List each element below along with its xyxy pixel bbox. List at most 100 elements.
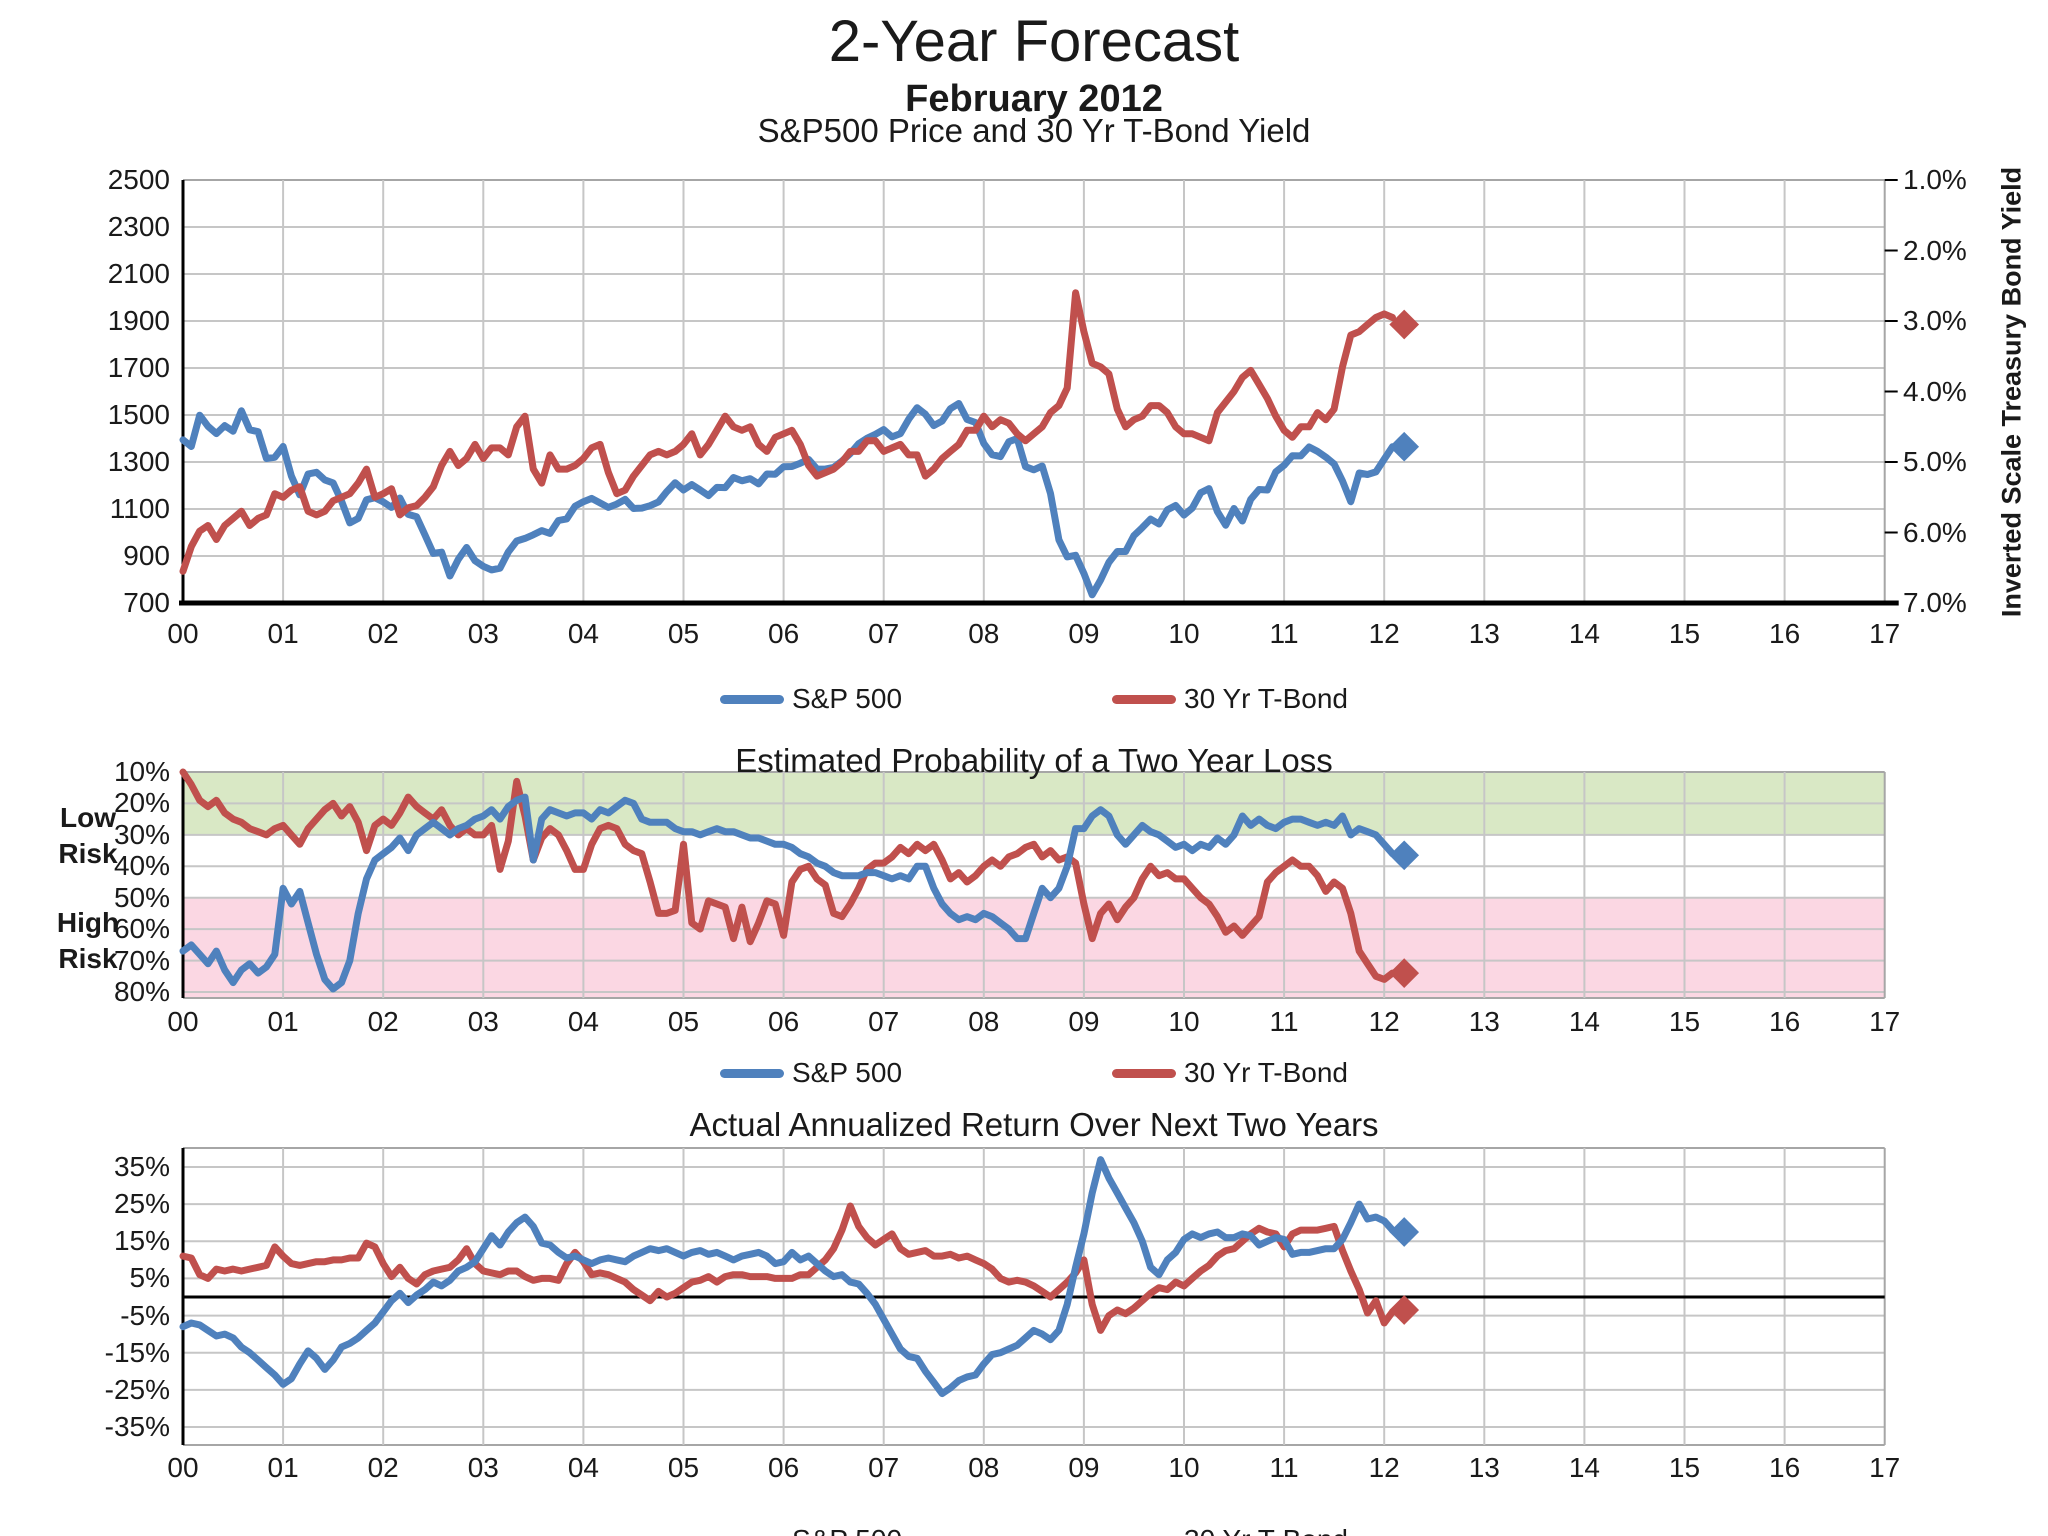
x-tick-chart-3: 11: [1269, 1452, 1299, 1483]
middle-left-tick: 60%: [113, 913, 170, 945]
legend-label: 30 Yr T-Bond: [1184, 1524, 1348, 1536]
tbond-probability-line: [179, 768, 1396, 983]
top-left-tick: 1700: [107, 352, 170, 383]
x-tick-chart-3: 01: [267, 1452, 299, 1483]
tbond-return-line: [179, 1202, 1396, 1334]
sp500-return-line: [179, 1156, 1396, 1398]
bottom-chart-title: Actual Annualized Return Over Next Two Y…: [689, 1106, 1379, 1143]
x-tick-chart-3: 14: [1568, 1452, 1600, 1483]
x-tick-chart-3: 10: [1168, 1452, 1200, 1483]
top-left-tick: 1900: [107, 305, 170, 336]
x-tick-chart-3: 16: [1769, 1452, 1801, 1483]
x-tick-chart-1: 01: [267, 618, 299, 649]
tbond-forecast-diamond: [1389, 309, 1420, 340]
tbond-probability-diamond: [1389, 958, 1420, 988]
x-tick-chart-1: 15: [1668, 618, 1701, 649]
x-tick-chart-1: 08: [968, 618, 1000, 649]
x-tick-chart-1: 03: [467, 618, 499, 649]
x-tick-chart-1: 16: [1769, 618, 1801, 649]
x-tick-chart-1: 00: [167, 618, 199, 649]
top-left-tick: 2300: [107, 211, 170, 242]
sp500-price-line: [179, 400, 1396, 599]
x-tick-chart-1: 13: [1468, 618, 1500, 649]
middle-left-tick: 40%: [113, 850, 170, 882]
x-tick-chart-2: 04: [567, 1006, 599, 1037]
tbond-return-diamond: [1389, 1295, 1420, 1325]
top-left-tick: 900: [123, 540, 170, 571]
x-tick-chart-2: 00: [167, 1006, 199, 1037]
bottom-left-tick: 5%: [129, 1262, 170, 1294]
top-right-tick: 4.0%: [1903, 375, 1967, 407]
top-right-tick: 6.0%: [1903, 516, 1967, 548]
bottom-left-tick: 35%: [113, 1151, 170, 1182]
top-right-tick: 2.0%: [1903, 234, 1967, 266]
middle-chart-legend: S&P 500 30 Yr T-Bond: [183, 1057, 1885, 1089]
middle-left-tick: 70%: [113, 944, 170, 976]
middle-left-tick: 50%: [113, 881, 170, 913]
x-tick-chart-3: 17: [1869, 1452, 1901, 1483]
middle-left-tick: 10%: [113, 756, 170, 787]
top-right-tick: 3.0%: [1903, 305, 1967, 336]
x-tick-chart-3: 05: [667, 1452, 700, 1483]
x-tick-chart-1: 09: [1068, 618, 1100, 649]
x-tick-chart-1: 05: [667, 618, 700, 649]
top-left-tick: 2500: [107, 164, 170, 195]
middle-left-tick: 30%: [113, 818, 170, 850]
top-right-tick: 7.0%: [1903, 587, 1967, 618]
sp500-forecast-diamond: [1389, 431, 1420, 462]
legend-item: 30 Yr T-Bond: [1112, 683, 1348, 715]
top-chart-title: S&P500 Price and 30 Yr T-Bond Yield: [757, 112, 1311, 149]
bottom-left-tick: -25%: [104, 1373, 170, 1405]
legend-item: 30 Yr T-Bond: [1112, 1057, 1348, 1089]
top-left-tick: 1300: [107, 446, 170, 477]
x-tick-chart-2: 07: [868, 1006, 900, 1037]
middle-chart-title: Estimated Probability of a Two Year Loss: [735, 742, 1333, 779]
top-left-tick: 1500: [107, 399, 170, 430]
x-tick-chart-2: 12: [1368, 1006, 1400, 1037]
tbond-yield-line: [179, 289, 1396, 575]
x-tick-chart-3: 07: [868, 1452, 900, 1483]
legend-item: S&P 500: [720, 683, 902, 715]
x-tick-chart-1: 14: [1568, 618, 1600, 649]
bottom-left-tick: 25%: [113, 1188, 170, 1220]
bottom-left-tick: -5%: [120, 1299, 170, 1331]
low-risk-label: Low Risk: [58, 802, 118, 869]
x-tick-chart-3: 12: [1368, 1452, 1400, 1483]
bottom-left-tick: 15%: [113, 1225, 170, 1257]
legend-item: 30 Yr T-Bond: [1112, 1524, 1348, 1536]
legend-item: S&P 500: [720, 1524, 902, 1536]
x-tick-chart-2: 11: [1269, 1006, 1299, 1037]
x-tick-chart-2: 01: [267, 1006, 299, 1037]
x-tick-chart-2: 03: [467, 1006, 499, 1037]
bottom-left-tick: -35%: [104, 1410, 170, 1442]
x-tick-chart-2: 05: [667, 1006, 700, 1037]
x-tick-chart-1: 12: [1368, 618, 1400, 649]
high-risk-label: High Risk: [56, 907, 120, 974]
x-tick-chart-2: 09: [1068, 1006, 1100, 1037]
legend-line-swatch: [720, 694, 784, 704]
x-tick-chart-3: 00: [167, 1452, 199, 1483]
x-tick-chart-2: 16: [1769, 1006, 1801, 1037]
top-chart-legend: S&P 500 30 Yr T-Bond: [183, 683, 1885, 715]
top-left-tick: 1100: [109, 493, 170, 524]
x-tick-chart-2: 08: [968, 1006, 1000, 1037]
middle-left-tick: 20%: [113, 787, 170, 819]
x-tick-chart-3: 04: [567, 1452, 599, 1483]
page-title: 2-Year Forecast: [828, 9, 1240, 74]
x-tick-chart-3: 09: [1068, 1452, 1100, 1483]
x-tick-chart-2: 06: [768, 1006, 800, 1037]
legend-item: S&P 500: [720, 1057, 902, 1089]
x-tick-chart-2: 10: [1168, 1006, 1200, 1037]
legend-line-swatch: [720, 1068, 784, 1078]
x-tick-chart-2: 15: [1668, 1006, 1701, 1037]
legend-label: 30 Yr T-Bond: [1184, 683, 1348, 714]
x-tick-chart-1: 04: [567, 618, 599, 649]
x-tick-chart-2: 02: [367, 1006, 399, 1037]
top-left-tick: 2100: [107, 258, 170, 289]
x-tick-chart-3: 02: [367, 1452, 399, 1483]
x-tick-chart-2: 17: [1869, 1006, 1901, 1037]
x-tick-chart-3: 15: [1668, 1452, 1701, 1483]
top-left-tick: 700: [123, 587, 170, 618]
